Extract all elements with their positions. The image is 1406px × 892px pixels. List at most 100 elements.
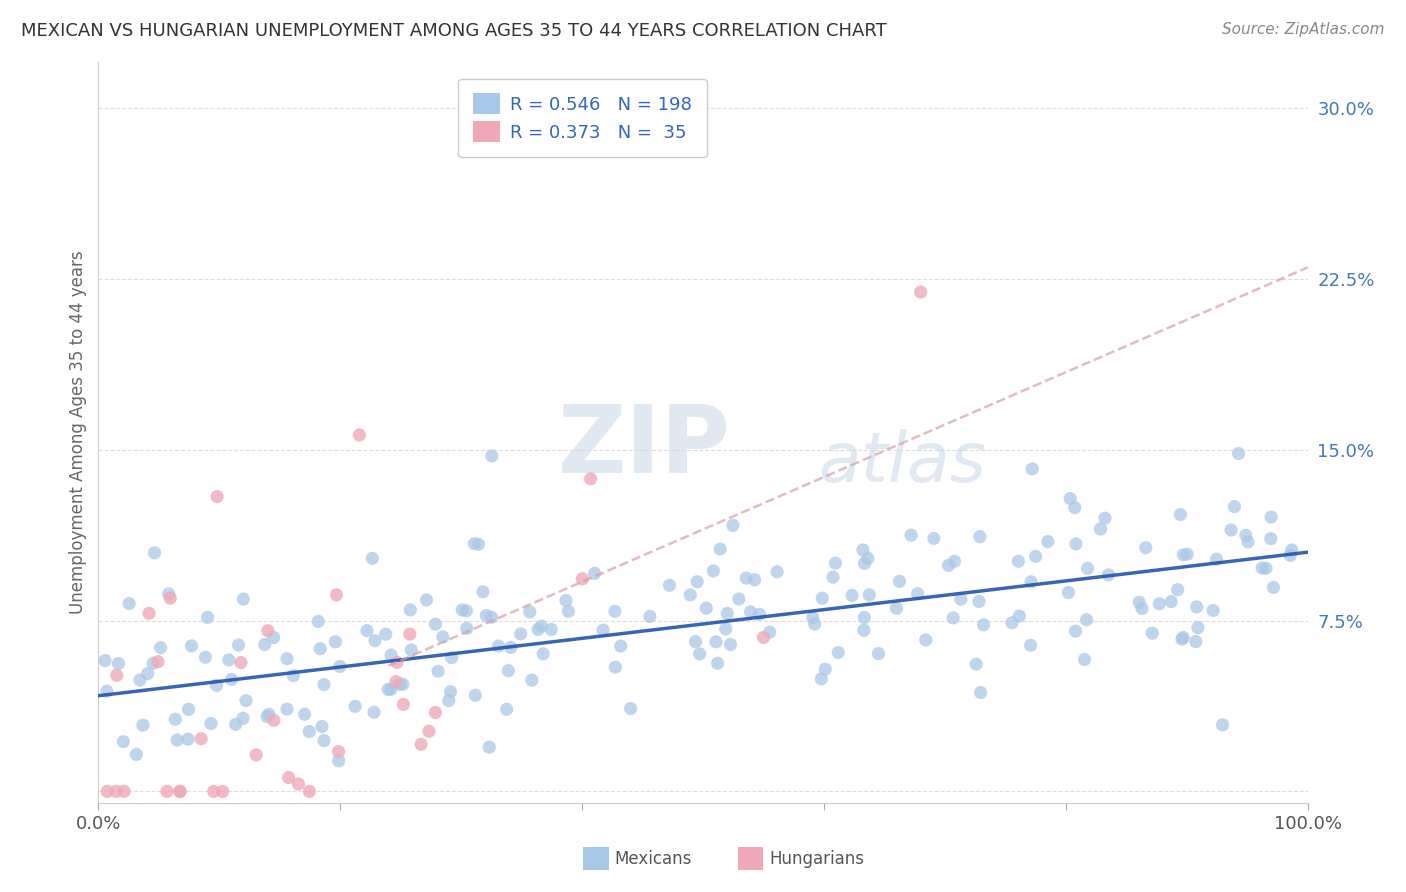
Point (620, 701, 643, 715)
Point (907, 587, 929, 601)
Point (263, 714, 285, 728)
Point (253, 638, 276, 652)
Point (922, 532, 945, 546)
Point (194, 650, 217, 665)
Point (1263, 581, 1285, 595)
Y-axis label: Unemployment Among Ages 35 to 44 years: Unemployment Among Ages 35 to 44 years (69, 251, 87, 615)
Point (735, 571, 758, 585)
Point (1130, 601, 1153, 615)
Point (499, 640, 522, 655)
Point (388, 677, 411, 691)
Point (766, 565, 789, 579)
Point (1223, 500, 1246, 514)
Point (245, 747, 267, 762)
Point (969, 529, 991, 543)
Point (190, 731, 212, 746)
Point (942, 611, 965, 625)
Point (969, 685, 991, 699)
Point (1094, 511, 1116, 525)
Point (744, 573, 766, 587)
Point (1057, 585, 1080, 599)
Point (409, 737, 432, 751)
Point (695, 601, 717, 615)
Point (938, 558, 960, 573)
Point (1007, 554, 1029, 568)
Point (307, 615, 329, 629)
Point (801, 610, 824, 624)
Point (356, 624, 378, 638)
Point (107, 657, 129, 671)
Point (520, 673, 543, 687)
Point (609, 639, 631, 653)
Point (498, 664, 520, 678)
Point (464, 688, 486, 702)
Point (853, 557, 876, 571)
Point (205, 490, 228, 504)
Point (1090, 522, 1112, 536)
Point (200, 716, 222, 731)
Point (810, 672, 832, 686)
Point (704, 634, 727, 648)
Point (714, 622, 737, 636)
Point (752, 631, 775, 645)
Point (1064, 537, 1087, 551)
Point (344, 699, 367, 714)
Point (392, 677, 415, 691)
Point (943, 554, 966, 568)
Point (709, 542, 731, 557)
Point (328, 745, 350, 759)
Point (177, 702, 200, 716)
Point (125, 747, 148, 762)
Point (1260, 532, 1282, 546)
Point (721, 518, 744, 533)
Point (1059, 491, 1081, 506)
Point (325, 588, 347, 602)
Point (1234, 528, 1257, 542)
Point (1149, 597, 1171, 611)
Point (136, 666, 159, 681)
Point (1140, 626, 1163, 640)
Point (374, 627, 396, 641)
Point (1170, 508, 1192, 522)
Text: Hungarians: Hungarians (769, 850, 865, 868)
Point (385, 674, 408, 689)
Point (283, 668, 305, 682)
Point (1036, 534, 1059, 549)
Point (679, 588, 702, 602)
Point (1128, 595, 1150, 609)
Point (425, 617, 447, 632)
Point (967, 594, 990, 608)
Point (638, 609, 661, 624)
Point (451, 603, 474, 617)
Point (481, 449, 503, 463)
Point (235, 693, 257, 707)
Point (437, 693, 460, 707)
Point (169, 784, 191, 798)
Point (1220, 523, 1243, 537)
Point (456, 604, 478, 618)
Point (685, 634, 707, 648)
Point (105, 784, 128, 798)
Point (1025, 549, 1047, 564)
Point (1281, 543, 1303, 558)
Point (706, 657, 728, 671)
Point (129, 673, 152, 687)
Legend: R = 0.546   N = 198, R = 0.373   N =  35: R = 0.546 N = 198, R = 0.373 N = 35 (458, 78, 707, 157)
Point (481, 610, 503, 624)
Point (965, 657, 987, 672)
Point (519, 605, 541, 619)
Point (180, 639, 202, 653)
Point (440, 650, 463, 665)
Point (852, 543, 875, 558)
Point (232, 592, 254, 607)
Point (1205, 552, 1227, 566)
Point (1260, 510, 1282, 524)
Point (156, 784, 179, 798)
Point (852, 624, 875, 638)
Point (509, 627, 531, 641)
Point (579, 472, 602, 486)
Point (432, 630, 454, 644)
Point (858, 588, 880, 602)
Point (1021, 462, 1043, 476)
Text: ZIP: ZIP (558, 401, 731, 493)
